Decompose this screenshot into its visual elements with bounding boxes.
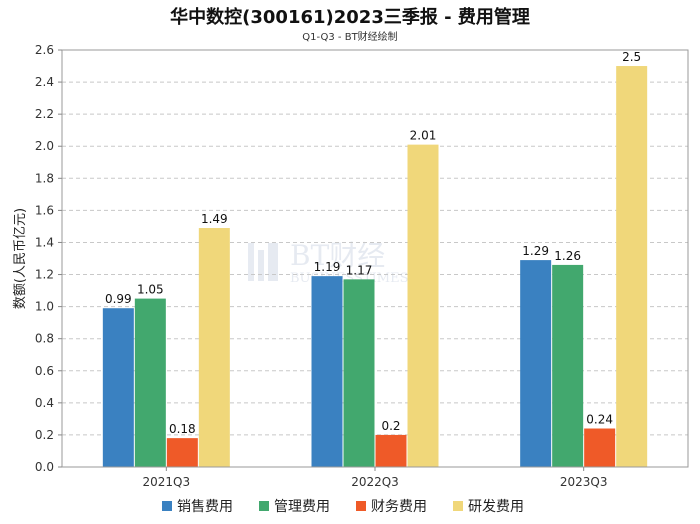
y-tick-label: 0.2 (35, 428, 54, 442)
legend-label: 财务费用 (371, 499, 427, 515)
legend-label: 管理费用 (274, 499, 330, 515)
data-label: 0.2 (381, 419, 400, 433)
data-label: 0.24 (586, 413, 613, 427)
legend-swatch-管理费用 (259, 501, 269, 511)
y-tick-label: 0.0 (35, 460, 54, 474)
bar-2021Q3-财务费用 (166, 438, 198, 467)
legend-label: 研发费用 (468, 499, 524, 515)
y-tick-label: 1.8 (35, 171, 54, 185)
legend-swatch-财务费用 (356, 501, 366, 511)
watermark-bar-3 (268, 243, 278, 281)
data-label: 1.05 (137, 283, 164, 297)
y-tick-label: 1.0 (35, 300, 54, 314)
y-tick-label: 0.8 (35, 332, 54, 346)
x-tick-label: 2021Q3 (143, 475, 191, 489)
bar-2021Q3-销售费用 (102, 308, 134, 467)
data-label: 1.49 (201, 212, 228, 226)
y-tick-label: 0.4 (35, 396, 54, 410)
grid (62, 81, 688, 436)
bar-2022Q3-财务费用 (375, 434, 407, 467)
data-labels: 0.99 1.05 0.18 1.49 1.19 1.17 0.2 2.01 1.29 1.26 0… (105, 50, 641, 436)
legend: 销售费用 管理费用 财务费用 研发费用 (162, 499, 524, 515)
bar-2023Q3-研发费用 (616, 66, 648, 468)
watermark-bar-1 (248, 243, 254, 281)
y-axis-label: 数额(人民币亿元) (13, 208, 28, 309)
y-tick-label: 1.4 (35, 235, 54, 249)
chart-title: 华中数控(300161)2023三季报 - 费用管理 (170, 7, 530, 28)
y-tick-label: 2.2 (35, 107, 54, 121)
legend-label: 销售费用 (177, 499, 233, 515)
bar-2021Q3-管理费用 (134, 298, 166, 467)
data-label: 1.29 (522, 244, 549, 258)
data-label: 2.01 (410, 129, 437, 143)
data-label: 1.19 (314, 260, 341, 274)
bar-2023Q3-财务费用 (584, 428, 616, 467)
y-tick-label: 1.6 (35, 203, 54, 217)
watermark-bar-2 (258, 250, 264, 281)
bars (102, 66, 648, 468)
bar-2022Q3-研发费用 (407, 144, 439, 467)
bar-2021Q3-研发费用 (198, 228, 230, 467)
bar-2022Q3-管理费用 (343, 279, 375, 467)
y-tick-label: 2.0 (35, 139, 54, 153)
data-label: 0.18 (169, 422, 196, 436)
bar-2023Q3-管理费用 (552, 264, 584, 467)
y-tick-label: 0.6 (35, 364, 54, 378)
bar-2022Q3-销售费用 (311, 276, 343, 467)
data-label: 0.99 (105, 292, 132, 306)
x-tick-label: 2023Q3 (560, 475, 608, 489)
y-tick-label: 1.2 (35, 268, 54, 282)
y-tick-label: 2.4 (35, 75, 54, 89)
bar-2023Q3-销售费用 (520, 260, 552, 467)
legend-swatch-研发费用 (453, 501, 463, 511)
legend-swatch-销售费用 (162, 501, 172, 511)
y-tick-label: 2.6 (35, 43, 54, 57)
watermark-logo: BT财经 BUSINESSTIMES (248, 239, 409, 286)
data-label: 1.17 (346, 263, 373, 277)
chart-subtitle: Q1-Q3 - BT财经绘制 (302, 32, 398, 43)
axes: 0.0 0.2 0.4 0.6 0.8 1.0 1.2 1.4 1.6 1.8 2.0 2.2 2.4 2… (13, 43, 689, 489)
watermark-text-cn: BT财经 (290, 239, 385, 272)
x-tick-label: 2022Q3 (351, 475, 399, 489)
data-label: 1.26 (554, 249, 581, 263)
data-label: 2.5 (622, 50, 641, 64)
